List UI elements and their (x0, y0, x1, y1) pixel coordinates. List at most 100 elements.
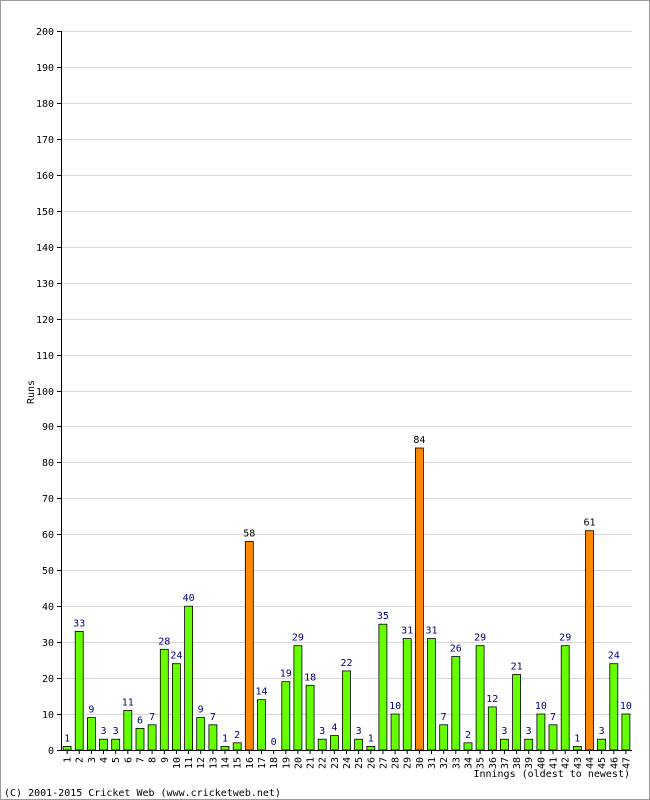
y-tick-label: 30 (42, 638, 54, 649)
y-tick-label: 170 (36, 135, 54, 146)
bar (548, 724, 558, 751)
x-tick-label: 44 (585, 757, 596, 769)
bar-value-label: 19 (280, 669, 292, 680)
x-axis-title: Innings (oldest to newest) (473, 769, 630, 780)
x-tick-label: 43 (573, 757, 584, 769)
bar (171, 663, 181, 751)
y-tick-label: 120 (36, 315, 54, 326)
x-tick-label: 30 (415, 757, 426, 769)
x-tick-label: 4 (99, 757, 110, 763)
x-tick-label: 14 (221, 757, 232, 769)
x-tick-label: 46 (609, 757, 620, 769)
bar (597, 738, 606, 751)
y-tick-label: 80 (42, 458, 54, 469)
x-tick-label: 12 (196, 757, 207, 769)
bar-value-label: 12 (486, 694, 498, 705)
bar-value-label: 29 (292, 633, 304, 644)
x-tick-label: 31 (427, 757, 438, 769)
bar (390, 713, 400, 751)
bar (123, 710, 133, 751)
bar (208, 724, 218, 751)
bar (196, 717, 206, 751)
x-tick-label: 23 (330, 757, 341, 769)
bar (427, 638, 436, 751)
bar (293, 645, 303, 751)
bar (232, 742, 242, 751)
bar (135, 728, 145, 751)
bar (62, 746, 72, 751)
x-tick-label: 1 (63, 757, 74, 763)
bar-value-label: 28 (158, 636, 170, 647)
bar-value-label: 7 (210, 712, 216, 723)
x-tick-label: 5 (111, 757, 122, 763)
tick-labels: 0102030405060708090100110120130140150160… (36, 27, 632, 769)
bar-value-label: 3 (599, 726, 605, 737)
x-tick-label: 27 (378, 757, 389, 769)
y-tick-label: 100 (36, 387, 54, 398)
x-tick-label: 24 (342, 757, 353, 769)
bar-value-label: 9 (198, 705, 204, 716)
x-tick-label: 20 (293, 757, 304, 769)
bar-value-label: 35 (377, 611, 389, 622)
bar (475, 645, 485, 751)
bar (439, 724, 449, 751)
bar-value-label: 2 (465, 730, 471, 741)
bar-value-label: 1 (222, 733, 228, 744)
bar (74, 631, 84, 751)
bar (184, 605, 194, 751)
y-tick-label: 140 (36, 243, 54, 254)
x-tick-label: 40 (536, 757, 547, 769)
bar-value-label: 22 (340, 658, 352, 669)
bar (487, 706, 497, 751)
bar-value-label: 10 (535, 701, 547, 712)
bar (585, 530, 594, 751)
x-tick-label: 2 (75, 757, 86, 763)
bar (499, 738, 509, 751)
bar-value-label: 7 (149, 712, 155, 723)
bar (524, 738, 534, 751)
y-tick-label: 130 (36, 279, 54, 290)
bar-value-label: 3 (356, 726, 362, 737)
x-tick-label: 39 (524, 757, 535, 769)
bar (536, 713, 546, 751)
copyright-text: (C) 2001-2015 Cricket Web (www.cricketwe… (4, 788, 281, 799)
x-tick-label: 10 (172, 757, 183, 769)
y-tick-label: 90 (42, 422, 54, 433)
bar-value-label: 29 (559, 633, 571, 644)
bar-value-label: 18 (304, 672, 316, 683)
bar-value-label: 31 (425, 626, 437, 637)
y-tick-label: 70 (42, 494, 54, 505)
x-tick-label: 11 (184, 757, 195, 769)
bar-value-label: 1 (574, 733, 580, 744)
x-tick-label: 41 (549, 757, 560, 769)
y-tick-label: 200 (36, 27, 54, 38)
bar-value-label: 1 (368, 733, 374, 744)
bar-value-label: 3 (501, 726, 507, 737)
bar-value-label: 40 (183, 593, 195, 604)
x-tick-label: 32 (439, 757, 450, 769)
x-tick-label: 25 (354, 757, 365, 769)
bar (572, 746, 582, 751)
bar-value-label: 58 (243, 529, 255, 540)
bar (257, 699, 266, 751)
x-tick-label: 28 (391, 757, 402, 769)
x-tick-label: 29 (403, 757, 414, 769)
bar-value-label: 61 (583, 518, 595, 529)
x-tick-label: 15 (233, 757, 244, 769)
bar-value-label: 7 (441, 712, 447, 723)
x-tick-label: 36 (488, 757, 499, 769)
x-tick-label: 18 (269, 757, 280, 769)
x-tick-label: 19 (281, 757, 292, 769)
x-tick-label: 42 (561, 757, 572, 769)
bar-value-label: 3 (100, 726, 106, 737)
y-tick-label: 180 (36, 99, 54, 110)
bar (244, 541, 254, 751)
bar-value-label: 29 (474, 633, 486, 644)
bar-value-label: 3 (526, 726, 532, 737)
y-tick-label: 150 (36, 207, 54, 218)
bar (159, 648, 169, 751)
grid-lines (61, 31, 632, 715)
x-tick-label: 38 (512, 757, 523, 769)
